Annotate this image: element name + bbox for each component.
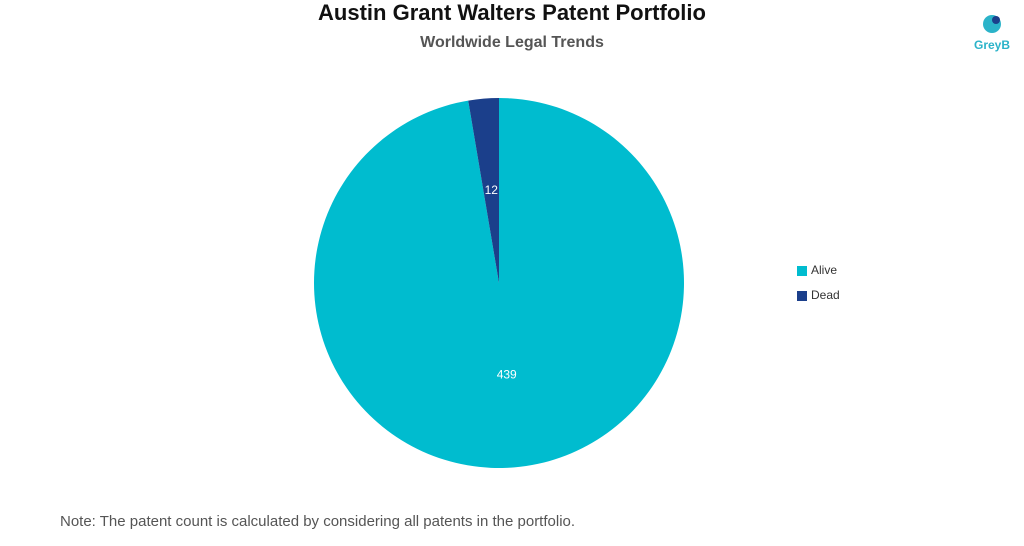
legend-label: Alive [811,263,837,277]
legend-swatch [797,291,807,301]
logo-text: GreyB [974,38,1010,52]
chart-title: Austin Grant Walters Patent Portfolio [318,0,706,25]
data-label: 12 [485,183,499,197]
logo-icon-dot [992,16,1000,24]
pie-slice [468,98,499,283]
legend-swatch [797,266,807,276]
logo: GreyB [974,15,1010,52]
note: Note: The patent count is calculated by … [60,513,575,530]
chart-subtitle: Worldwide Legal Trends [420,34,604,51]
legend-label: Dead [811,288,840,302]
pie-slice [314,98,685,468]
data-label: 439 [497,367,517,381]
